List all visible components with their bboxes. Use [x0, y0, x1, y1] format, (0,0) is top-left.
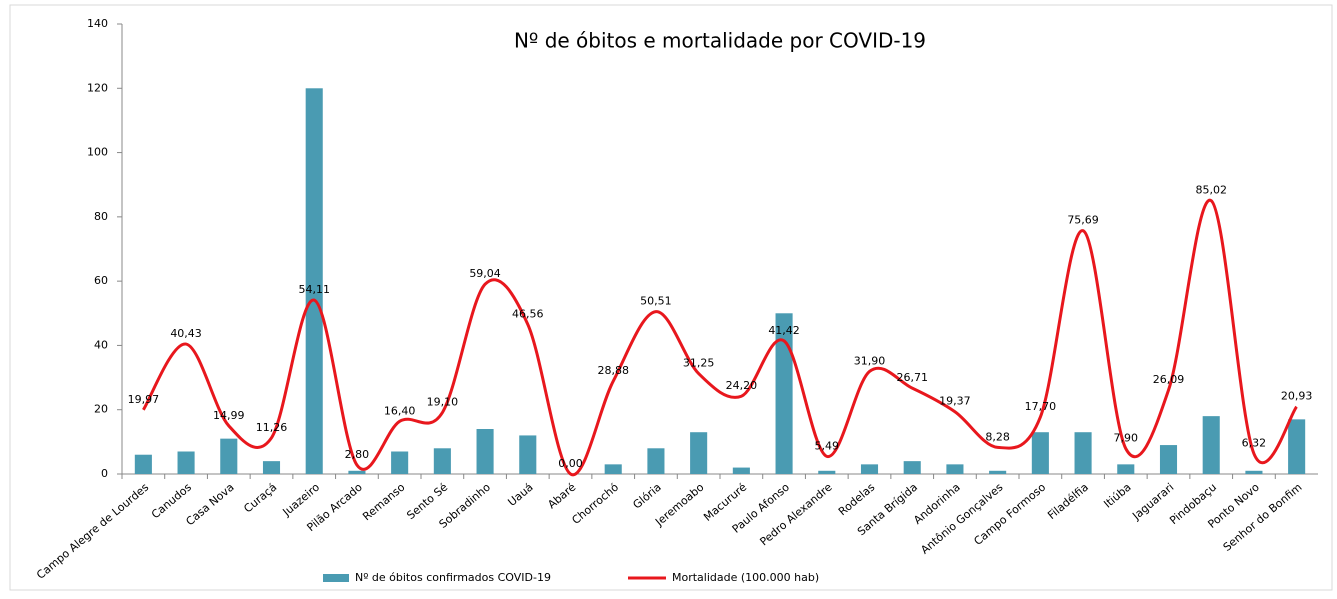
bar	[305, 88, 323, 475]
bar	[818, 470, 836, 474]
y-tick-label: 120	[87, 81, 108, 94]
data-label: 75,69	[1067, 214, 1099, 227]
bar	[989, 470, 1007, 474]
x-tick-label: Remanso	[360, 480, 407, 523]
legend-label: Nº de óbitos confirmados COVID-19	[355, 571, 551, 584]
bar	[1288, 419, 1306, 474]
bar	[604, 464, 622, 474]
data-label: 14,99	[213, 409, 245, 422]
bar	[519, 435, 537, 474]
y-tick-label: 0	[101, 467, 108, 480]
data-label: 28,88	[597, 364, 629, 377]
data-label: 31,90	[854, 354, 886, 367]
x-tick-label: Chorrochó	[569, 480, 621, 526]
bar	[1117, 464, 1135, 474]
bar	[647, 448, 665, 474]
legend-label: Mortalidade (100.000 hab)	[672, 571, 819, 584]
data-label: 0,00	[558, 457, 583, 470]
bar	[1074, 432, 1092, 474]
data-label: 19,10	[427, 396, 459, 409]
x-tick-label: Uauá	[505, 481, 535, 509]
line	[142, 199, 1298, 477]
bar	[903, 461, 921, 474]
bar	[1245, 470, 1263, 474]
legend-swatch	[323, 574, 349, 582]
bar	[775, 313, 793, 474]
x-tick-label: Abaré	[545, 480, 578, 511]
data-label: 46,56	[512, 307, 544, 320]
data-label: 16,40	[384, 404, 416, 417]
x-tick-label: Glória	[630, 481, 663, 512]
data-label: 40,43	[170, 327, 202, 340]
bar	[860, 464, 879, 474]
bar	[1031, 432, 1049, 474]
bar	[946, 464, 964, 474]
bar	[262, 461, 281, 474]
data-label: 26,09	[1153, 373, 1185, 386]
bar	[732, 467, 750, 474]
chart-title: Nº de óbitos e mortalidade por COVID-19	[514, 29, 926, 53]
bar	[690, 432, 708, 474]
data-label: 59,04	[469, 267, 501, 280]
x-tick-label: Itiúba	[1101, 481, 1133, 511]
bar	[177, 451, 195, 474]
y-tick-label: 40	[94, 338, 108, 351]
data-label: 7,90	[1114, 432, 1139, 445]
data-label: 19,37	[939, 395, 971, 408]
bar	[391, 451, 409, 474]
x-tick-label: Senhor do Bonfim	[1221, 481, 1305, 554]
data-label: 54,11	[298, 283, 330, 296]
x-tick-label: Rodelas	[836, 480, 878, 518]
x-tick-label: Campo Alegre de Lourdes	[34, 480, 151, 581]
data-label: 26,71	[896, 371, 928, 384]
bar	[134, 454, 152, 474]
data-label: 5,49	[815, 439, 840, 452]
data-label: 2,80	[345, 448, 370, 461]
y-tick-label: 100	[87, 146, 108, 159]
data-label: 24,20	[726, 379, 758, 392]
data-label: 41,42	[768, 324, 800, 337]
bar	[220, 438, 238, 474]
y-tick-label: 60	[94, 274, 108, 287]
bar	[1202, 416, 1220, 474]
x-tick-label: Filadélfia	[1045, 481, 1091, 522]
data-label: 19,97	[128, 393, 160, 406]
y-tick-label: 80	[94, 210, 108, 223]
y-tick-label: 20	[94, 403, 108, 416]
x-tick-label: Curaçá	[241, 481, 279, 516]
data-label: 20,93	[1281, 390, 1313, 403]
data-label: 50,51	[640, 295, 672, 308]
data-label: 85,02	[1195, 184, 1227, 197]
x-tick-label: Campo Formoso	[971, 480, 1048, 547]
bar	[1159, 445, 1178, 474]
x-tick-label: Antônio Gonçalves	[918, 480, 1005, 556]
x-tick-label: Pedro Alexandre	[757, 480, 834, 548]
bar	[476, 429, 494, 474]
data-label: 8,28	[985, 430, 1010, 443]
data-label: 6,32	[1242, 437, 1267, 450]
data-label: 11,26	[256, 421, 288, 434]
frame	[9, 4, 1333, 591]
y-tick-label: 140	[87, 17, 108, 30]
bar	[348, 470, 366, 474]
data-label: 17,70	[1025, 400, 1057, 413]
bar	[433, 448, 451, 474]
data-label: 31,25	[683, 357, 715, 370]
